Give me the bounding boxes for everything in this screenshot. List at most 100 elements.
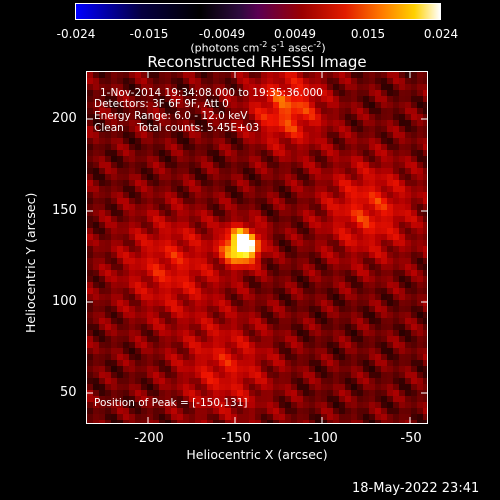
heatmap-cell: [345, 132, 352, 139]
heatmap-cell: [111, 336, 118, 343]
heatmap-cell: [291, 174, 298, 181]
heatmap-cell: [183, 336, 190, 343]
heatmap-cell: [423, 174, 427, 181]
heatmap-cell: [129, 144, 136, 151]
heatmap-cell: [303, 180, 310, 187]
heatmap-cell: [399, 384, 406, 391]
heatmap-cell: [219, 174, 226, 181]
heatmap-cell: [297, 378, 304, 385]
heatmap-cell: [357, 354, 364, 361]
heatmap-cell: [165, 156, 172, 163]
heatmap-cell: [363, 294, 370, 301]
heatmap-cell: [141, 204, 148, 211]
heatmap-cell: [357, 120, 364, 127]
heatmap-cell: [249, 258, 256, 265]
heatmap-cell: [321, 108, 328, 115]
heatmap-cell: [183, 408, 190, 415]
heatmap-cell: [249, 228, 256, 235]
heatmap-cell: [375, 168, 382, 175]
heatmap-cell: [177, 348, 184, 355]
heatmap-cell: [129, 258, 136, 265]
heatmap-cell: [387, 306, 394, 313]
heatmap-cell: [249, 384, 256, 391]
heatmap-cell: [177, 90, 184, 97]
heatmap-cell: [375, 246, 382, 253]
heatmap-cell: [399, 90, 406, 97]
heatmap-cell: [387, 318, 394, 325]
heatmap-cell: [321, 258, 328, 265]
heatmap-cell: [225, 138, 232, 145]
heatmap-cell: [237, 420, 244, 423]
heatmap-cell: [285, 372, 292, 379]
heatmap-cell: [243, 378, 250, 385]
heatmap-cell: [309, 336, 316, 343]
heatmap-cell: [141, 390, 148, 397]
heatmap-cell: [417, 420, 424, 423]
heatmap-cell: [387, 180, 394, 187]
colorbar-tick: 0.015: [350, 27, 386, 41]
heatmap-cell: [375, 306, 382, 313]
heatmap-cell: [129, 120, 136, 127]
heatmap-cell: [387, 126, 394, 133]
heatmap-cell: [417, 234, 424, 241]
heatmap-cell: [309, 360, 316, 367]
heatmap-cell: [339, 312, 346, 319]
heatmap-cell: [147, 186, 154, 193]
heatmap-cell: [327, 96, 334, 103]
heatmap-cell: [129, 216, 136, 223]
heatmap-cell: [123, 234, 130, 241]
heatmap-cell: [333, 210, 340, 217]
heatmap-cell: [249, 216, 256, 223]
heatmap-cell: [411, 144, 418, 151]
heatmap-cell: [381, 294, 388, 301]
heatmap-cell: [201, 186, 208, 193]
heatmap-cell: [183, 258, 190, 265]
heatmap-cell: [135, 276, 142, 283]
heatmap-cell: [135, 246, 142, 253]
heatmap-cell: [285, 180, 292, 187]
heatmap-cell: [189, 108, 196, 115]
heatmap-cell: [111, 252, 118, 259]
heatmap-cell: [273, 252, 280, 259]
heatmap-cell: [105, 336, 112, 343]
heatmap-cell: [375, 192, 382, 199]
heatmap-cell: [411, 372, 418, 379]
heatmap-cell: [267, 312, 274, 319]
heatmap-cell: [189, 102, 196, 109]
heatmap-cell: [111, 258, 118, 265]
heatmap-cell: [93, 282, 100, 289]
heatmap-cell: [207, 168, 214, 175]
heatmap-cell: [177, 342, 184, 349]
heatmap-cell: [147, 276, 154, 283]
heatmap-cell: [201, 372, 208, 379]
heatmap-cell: [231, 210, 238, 217]
heatmap-cell: [153, 126, 160, 133]
heatmap-cell: [273, 84, 280, 91]
heatmap-cell: [405, 150, 412, 157]
heatmap-cell: [195, 420, 202, 423]
heatmap-cell: [417, 72, 424, 79]
heatmap-cell: [387, 186, 394, 193]
heatmap-cell: [387, 168, 394, 175]
heatmap-cell: [393, 204, 400, 211]
heatmap-cell: [339, 168, 346, 175]
heatmap-cell: [213, 240, 220, 247]
heatmap-cell: [381, 348, 388, 355]
heatmap-cell: [387, 222, 394, 229]
heatmap-cell: [261, 408, 268, 415]
heatmap-cell: [171, 162, 178, 169]
heatmap-cell: [267, 222, 274, 229]
heatmap-cell: [99, 84, 106, 91]
heatmap-cell: [99, 390, 106, 397]
heatmap-cell: [207, 270, 214, 277]
heatmap-cell: [327, 276, 334, 283]
heatmap-cell: [285, 276, 292, 283]
heatmap-cell: [327, 300, 334, 307]
heatmap-cell: [123, 396, 130, 403]
heatmap-cell: [243, 258, 250, 265]
heatmap-cell: [405, 324, 412, 331]
heatmap-cell: [201, 180, 208, 187]
heatmap-cell: [237, 216, 244, 223]
heatmap-cell: [303, 402, 310, 409]
heatmap-cell: [141, 168, 148, 175]
